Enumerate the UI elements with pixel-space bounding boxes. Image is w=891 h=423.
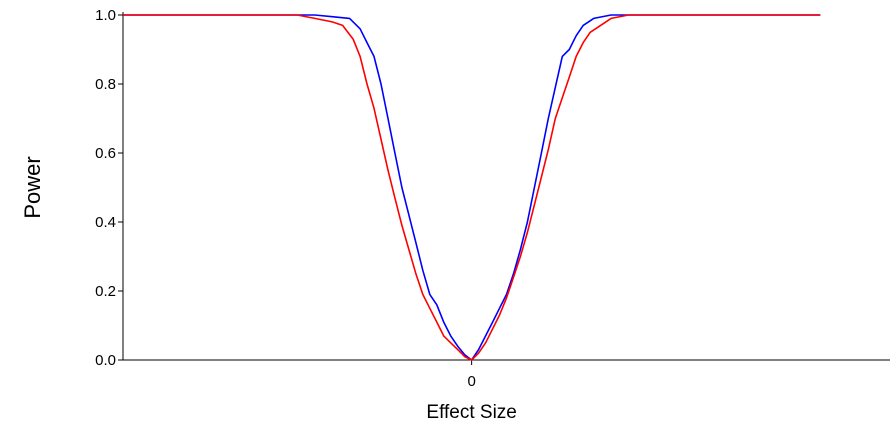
y-tick-label: 0.6 xyxy=(95,145,116,162)
y-tick-label: 0.2 xyxy=(95,283,116,300)
series-lines xyxy=(123,14,821,361)
y-axis-title: Power xyxy=(20,156,45,218)
series-line-2 xyxy=(123,14,821,361)
y-tick-label: 0.4 xyxy=(95,214,116,231)
series-line-1 xyxy=(123,14,821,361)
y-tick-label: 1.0 xyxy=(95,7,116,24)
x-tick-label: 0 xyxy=(467,373,475,390)
tick-marks: 0.0 0.2 0.4 0.6 0.8 1.0 0 xyxy=(95,7,476,390)
y-tick-label: 0.8 xyxy=(95,76,116,93)
x-axis-title: Effect Size xyxy=(426,402,516,423)
y-tick-label: 0.0 xyxy=(95,352,116,369)
axes xyxy=(122,12,890,361)
